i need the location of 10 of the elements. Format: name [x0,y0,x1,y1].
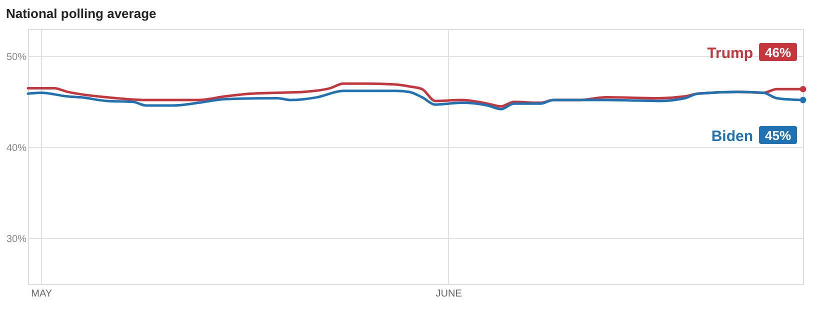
x-tick-label: MAY [31,288,52,300]
chart-title: National polling average [6,6,156,21]
legend-label: Biden [711,128,753,145]
y-tick-label: 30% [6,234,27,245]
data-label: 46% [764,45,792,60]
x-tick-label: JUNE [436,288,462,300]
y-tick-label: 40% [6,142,27,154]
legend-label: Trump [707,45,753,62]
y-tick-label: 50% [6,52,27,63]
data-label: 45% [764,128,792,143]
